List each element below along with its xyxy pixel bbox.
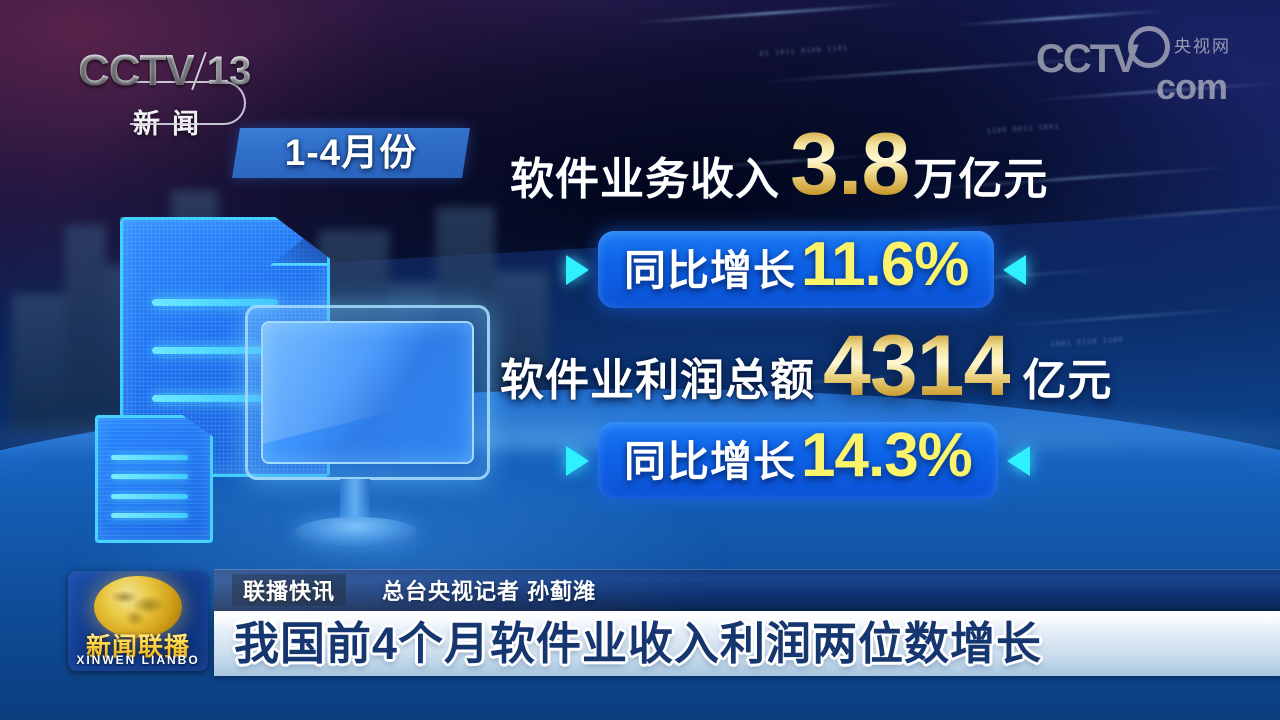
growth-label-revenue: 同比增长 [624,247,797,294]
headline-bar: 我国前4个月软件业收入利润两位数增长 [214,611,1280,676]
growth-value-profit: 14.3% [801,421,973,490]
stat-row-profit-growth: 同比增长 14.3% [566,422,1030,499]
triangle-right-icon [566,254,589,285]
growth-pill-revenue: 同比增长 11.6% [598,230,995,308]
headline-text: 我国前4个月软件业收入利润两位数增长 [234,618,1043,669]
stat-unit-profit: 亿元 [1022,356,1113,405]
growth-value-revenue: 11.6% [801,230,969,299]
software-illustration [95,205,565,550]
watermark-cn-text: 央视网 [1174,37,1231,56]
triangle-left-icon [1003,254,1027,285]
stat-unit-revenue: 万亿元 [913,155,1049,204]
stat-value-profit: 4314 [823,318,1011,414]
stat-value-revenue: 3.8 [790,114,910,213]
program-logo-xinwen-lianbo: 新闻联播 XINWEN LIANBO [68,571,208,671]
monitor-stand-base [295,517,417,547]
program-logo-cn: 新闻联播 [68,627,208,663]
watermark-ring-icon [1128,26,1170,68]
stat-row-profit: 软件业利润总额 4314 亿元 [500,318,1113,414]
lower-third-credit-bar: 联播快讯 总台央视记者 孙蓟潍 [214,569,1280,611]
channel-logo: CCTV 13 新闻 [78,46,258,139]
document-fold-corner [269,220,327,266]
stat-label-revenue: 软件业务收入 [510,155,780,204]
growth-label-profit: 同比增长 [624,438,797,485]
document-icon-small [95,415,213,543]
stat-row-revenue-growth: 同比增长 11.6% [566,230,1027,308]
channel-logo-brand: CCTV [78,46,195,95]
growth-pill-profit: 同比增长 14.3% [598,422,998,499]
period-badge: 1-4月份 [232,128,470,178]
category-badge: 联播快讯 [232,574,347,606]
triangle-right-icon [566,445,589,476]
monitor-icon [245,305,490,480]
lower-third: 新闻联播 XINWEN LIANBO 联播快讯 总台央视记者 孙蓟潍 我国前4个… [68,569,1280,676]
channel-logo-number: 13 [206,48,252,93]
channel-logo-capsule [130,81,246,125]
monitor-stand-neck [340,479,370,523]
program-logo-en: XINWEN LIANBO [76,653,200,667]
reporter-credit: 总台央视记者 孙蓟潍 [382,579,597,604]
watermark-suffix: com [1156,66,1228,107]
triangle-left-icon [1006,445,1030,476]
watermark-brand: CCTV [1036,37,1139,81]
stat-row-revenue: 软件业务收入 3.8 万亿元 [510,114,1049,213]
monitor-screen [261,321,474,464]
watermark-cctv-com: CCTV 央视网 com [1036,26,1234,107]
globe-icon [94,576,182,638]
period-badge-label: 1-4月份 [284,132,418,173]
stat-label-profit: 软件业利润总额 [500,356,815,405]
